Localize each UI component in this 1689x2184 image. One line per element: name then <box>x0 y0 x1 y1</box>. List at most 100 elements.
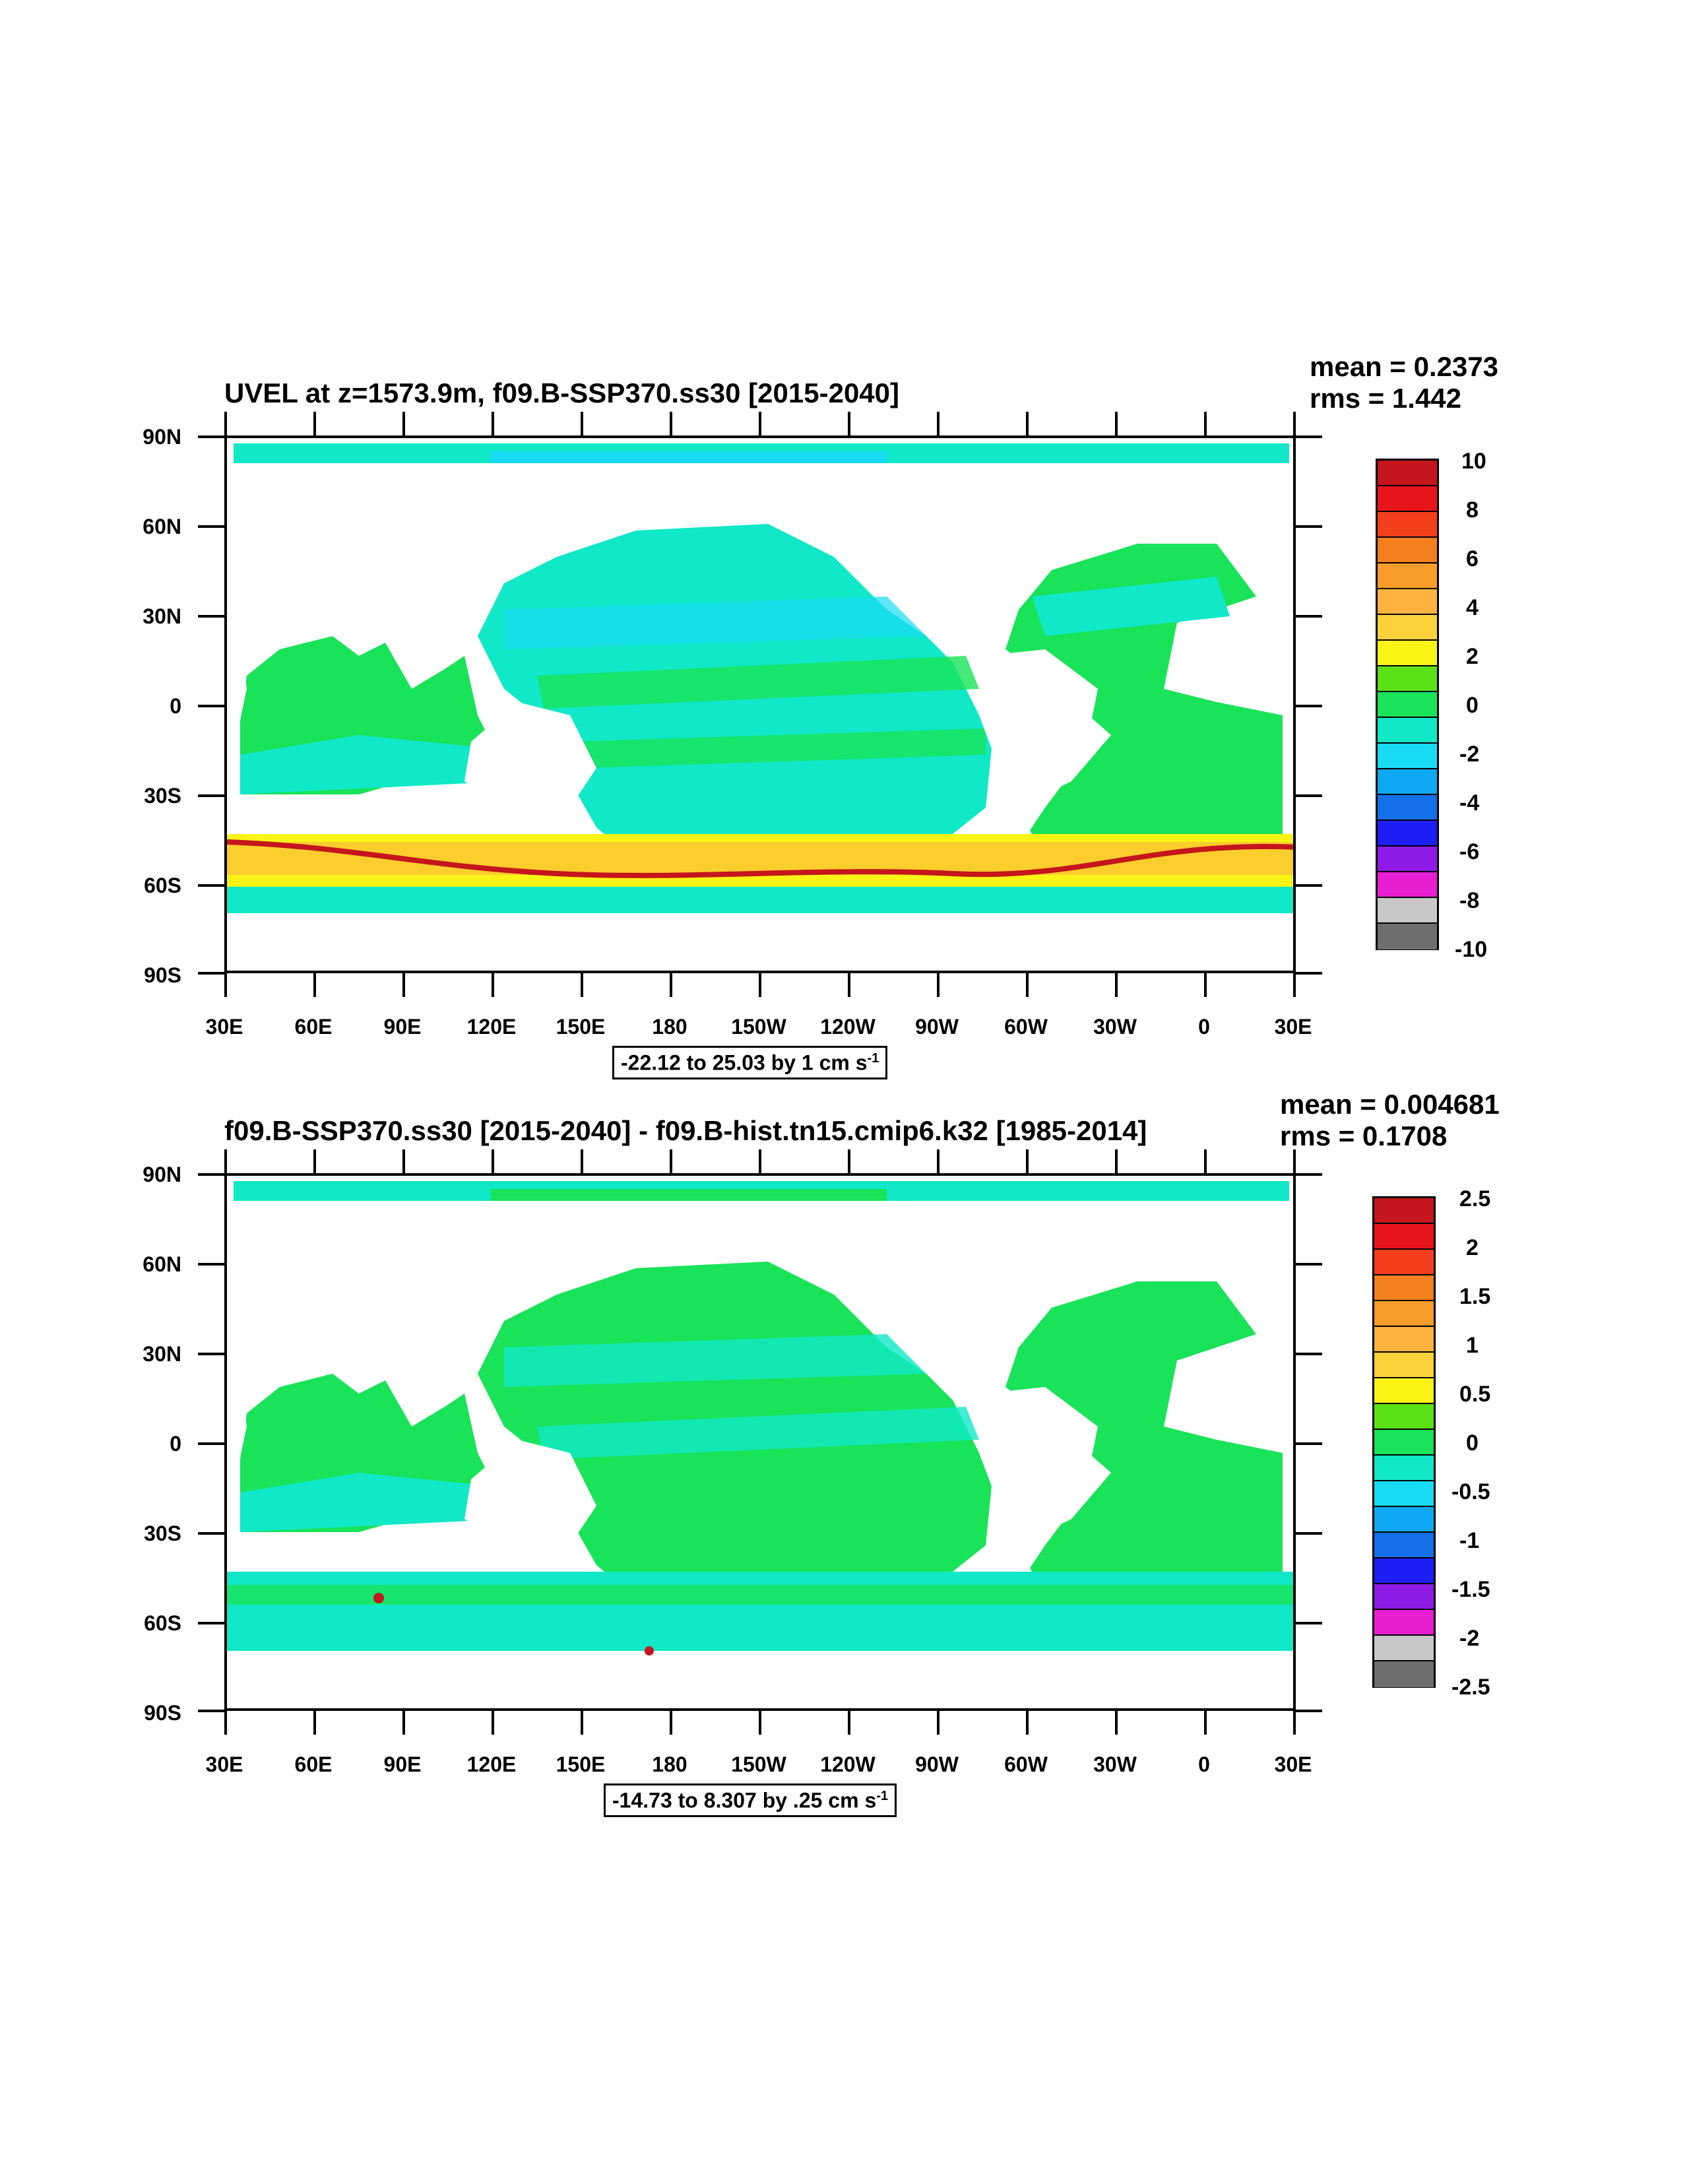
panel-2-lat-60s: 60S <box>144 1611 181 1635</box>
panel-1-lon-90w: 90W <box>915 1015 959 1039</box>
panel-2-mean: mean = 0.004681 <box>1280 1089 1500 1120</box>
panel-1-colorbar-label: 2 <box>1466 644 1479 669</box>
panel-2-lon-90e: 90E <box>383 1752 422 1776</box>
panel-1-title: UVEL at z=1573.9m, f09.B-SSP370.ss30 [20… <box>224 377 900 408</box>
panel-2-field <box>227 1176 1293 1708</box>
colorbar-swatch <box>1374 1275 1434 1301</box>
colorbar-swatch <box>1374 1661 1434 1687</box>
panel-1-lon-30e: 30E <box>205 1015 243 1039</box>
panel-2-colorbar-label: -1 <box>1459 1528 1480 1553</box>
panel-2-title: f09.B-SSP370.ss30 [2015-2040] - f09.B-hi… <box>224 1115 1147 1146</box>
panel-2-lon-180: 180 <box>652 1752 687 1776</box>
panel-1-lon-180: 180 <box>652 1015 687 1039</box>
panel-1-colorbar-label: -10 <box>1455 937 1488 962</box>
colorbar-swatch <box>1378 692 1437 718</box>
panel-1-colorbar-label: 8 <box>1466 498 1479 523</box>
panel-2-colorbar-label: -2.5 <box>1451 1675 1490 1700</box>
panel-2-lon-120e: 120E <box>466 1752 517 1776</box>
panel-2-colorbar-label: 1 <box>1466 1333 1479 1358</box>
panel-1-rms: rms = 1.442 <box>1310 383 1462 414</box>
colorbar-swatch <box>1374 1353 1434 1378</box>
panel-2-lon-150w: 150W <box>731 1752 786 1776</box>
panel-2-colorbar-label: -2 <box>1459 1626 1480 1651</box>
panel-1-lon-60w: 60W <box>1004 1015 1048 1039</box>
panel-2-lon-30e: 30E <box>205 1752 243 1776</box>
panel-2-colorbar-label: -0.5 <box>1451 1479 1490 1504</box>
panel-2-lon-90w: 90W <box>915 1752 959 1776</box>
panel-2-colorbar-label: 2.5 <box>1459 1186 1491 1211</box>
panel-2-lon-0: 0 <box>1198 1752 1210 1776</box>
colorbar-swatch <box>1378 847 1437 872</box>
panel-1-lon-30w: 30W <box>1093 1015 1137 1039</box>
colorbar-swatch <box>1378 461 1437 486</box>
colorbar-swatch <box>1374 1224 1434 1250</box>
panel-1-colorbar-label: 6 <box>1466 546 1479 571</box>
panel-2-lon-120w: 120W <box>820 1752 876 1776</box>
colorbar-swatch <box>1374 1584 1434 1610</box>
panel-2-lon-60w: 60W <box>1004 1752 1048 1776</box>
panel-2-lon-30e-right: 30E <box>1274 1752 1312 1776</box>
panel-1-colorbar-label: 10 <box>1461 449 1486 474</box>
panel-2-lat-90s: 90S <box>144 1701 181 1725</box>
panel-2-lat-90n: 90N <box>143 1163 181 1186</box>
colorbar-swatch <box>1374 1250 1434 1275</box>
panel-1-lat-30n: 30N <box>143 604 181 628</box>
colorbar-swatch <box>1374 1404 1434 1430</box>
colorbar-swatch <box>1378 769 1437 795</box>
panel-1-lon-30e-right: 30E <box>1274 1015 1312 1039</box>
panel-2-colorbar-label: 0.5 <box>1459 1382 1491 1407</box>
panel-2-lat-30s: 30S <box>144 1522 181 1545</box>
colorbar-swatch <box>1374 1430 1434 1456</box>
colorbar-swatch <box>1378 924 1437 949</box>
colorbar-swatch <box>1374 1456 1434 1481</box>
colorbar-swatch <box>1374 1507 1434 1533</box>
colorbar-swatch <box>1374 1610 1434 1636</box>
panel-1-lon-150w: 150W <box>731 1015 786 1039</box>
colorbar-swatch <box>1378 666 1437 692</box>
panel-1-mean: mean = 0.2373 <box>1310 351 1499 382</box>
panel-1-colorbar-label: -2 <box>1459 742 1480 767</box>
panel-2-colorbar-label: 0 <box>1466 1430 1479 1456</box>
panel-2-lon-30w: 30W <box>1093 1752 1137 1776</box>
panel-1-map <box>224 435 1296 973</box>
panel-1-lat-30s: 30S <box>144 784 181 808</box>
colorbar-swatch <box>1374 1533 1434 1558</box>
colorbar-swatch <box>1378 872 1437 898</box>
panel-2-lon-150e: 150E <box>556 1752 606 1776</box>
panel-2-lon-60e: 60E <box>294 1752 333 1776</box>
colorbar-swatch <box>1378 795 1437 821</box>
colorbar-swatch <box>1378 538 1437 563</box>
panel-1-colorbar-label: -4 <box>1459 790 1480 816</box>
panel-2-lat-0: 0 <box>170 1432 181 1456</box>
panel-2-colorbar <box>1372 1196 1436 1688</box>
panel-1-colorbar-label: -8 <box>1459 888 1480 913</box>
panel-1-lat-60s: 60S <box>144 874 181 897</box>
panel-1-field <box>227 438 1293 971</box>
panel-1-lon-60e: 60E <box>294 1015 333 1039</box>
panel-1-lat-90s: 90S <box>144 963 181 987</box>
panel-2-rms: rms = 0.1708 <box>1280 1120 1448 1151</box>
panel-2-range-label: -14.73 to 8.307 by .25 cm s-1 <box>604 1783 897 1817</box>
panel-1-lat-60n: 60N <box>143 515 181 538</box>
panel-1-lon-0: 0 <box>1198 1015 1210 1039</box>
colorbar-swatch <box>1374 1636 1434 1661</box>
colorbar-swatch <box>1378 512 1437 538</box>
panel-1-lon-150e: 150E <box>556 1015 606 1039</box>
panel-2-lat-60n: 60N <box>143 1252 181 1276</box>
colorbar-swatch <box>1374 1327 1434 1353</box>
panel-1-lat-90n: 90N <box>143 425 181 449</box>
panel-1-lon-90e: 90E <box>383 1015 422 1039</box>
colorbar-swatch <box>1374 1198 1434 1224</box>
panel-1-lon-120w: 120W <box>820 1015 876 1039</box>
colorbar-swatch <box>1378 615 1437 641</box>
colorbar-swatch <box>1374 1378 1434 1404</box>
panel-2-map <box>224 1173 1296 1711</box>
colorbar-swatch <box>1378 486 1437 512</box>
colorbar-swatch <box>1378 641 1437 666</box>
panel-2-colorbar-label: -1.5 <box>1451 1577 1490 1602</box>
panel-1-lon-120e: 120E <box>466 1015 517 1039</box>
panel-1-colorbar-label: 0 <box>1466 693 1479 718</box>
panel-1-range-label: -22.12 to 25.03 by 1 cm s-1 <box>612 1046 888 1079</box>
panel-1-colorbar-label: 4 <box>1466 595 1479 620</box>
panel-1-colorbar-label: -6 <box>1459 839 1480 864</box>
